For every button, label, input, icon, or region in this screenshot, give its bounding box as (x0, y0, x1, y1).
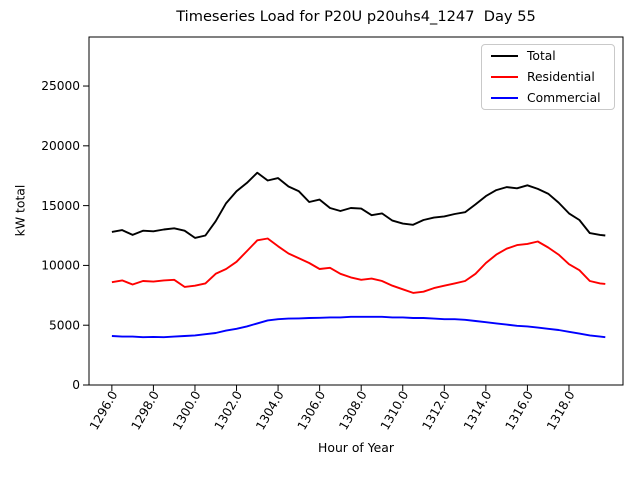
y-tick-label: 10000 (41, 259, 80, 273)
legend-label-residential: Residential (527, 69, 595, 84)
legend-row-residential: Residential (482, 67, 614, 88)
legend-row-total: Total (482, 46, 614, 67)
x-tick-label: 1308.0 (336, 389, 369, 433)
series-line-total (111, 171, 606, 239)
y-tick-label: 25000 (41, 79, 80, 93)
legend-line-sample-residential (491, 76, 518, 78)
y-tick-label: 0 (72, 378, 80, 392)
y-axis-label: kW total (12, 184, 28, 237)
y-tick-label: 5000 (49, 318, 80, 332)
series-line-commercial (111, 315, 606, 339)
x-tick-label: 1296.0 (87, 389, 120, 433)
axes-spines (88, 36, 624, 386)
x-axis-label: Hour of Year (318, 440, 394, 455)
chart-title: Timeseries Load for P20U p20uhs4_1247 Da… (176, 8, 536, 25)
x-tick-label: 1306.0 (295, 389, 328, 433)
x-tick-label: 1316.0 (503, 389, 536, 433)
x-tick-label: 1310.0 (378, 389, 411, 433)
x-tick-label: 1318.0 (544, 389, 577, 433)
legend-row-commercial: Commercial (482, 88, 614, 109)
x-tick-label: 1300.0 (170, 389, 203, 433)
legend-label-commercial: Commercial (527, 90, 601, 105)
x-tick-label: 1312.0 (419, 389, 452, 433)
legend: Total Residential Commercial (481, 44, 615, 110)
x-tick-label: 1302.0 (212, 389, 245, 433)
y-tick-label: 15000 (41, 199, 80, 213)
legend-line-sample-commercial (491, 97, 518, 99)
series-line-residential (111, 237, 606, 294)
legend-label-total: Total (527, 48, 556, 63)
y-tick-label: 20000 (41, 139, 80, 153)
x-tick-label: 1304.0 (253, 389, 286, 433)
x-tick-label: 1314.0 (461, 389, 494, 433)
legend-line-sample-total (491, 55, 518, 57)
x-tick-label: 1298.0 (129, 389, 162, 433)
